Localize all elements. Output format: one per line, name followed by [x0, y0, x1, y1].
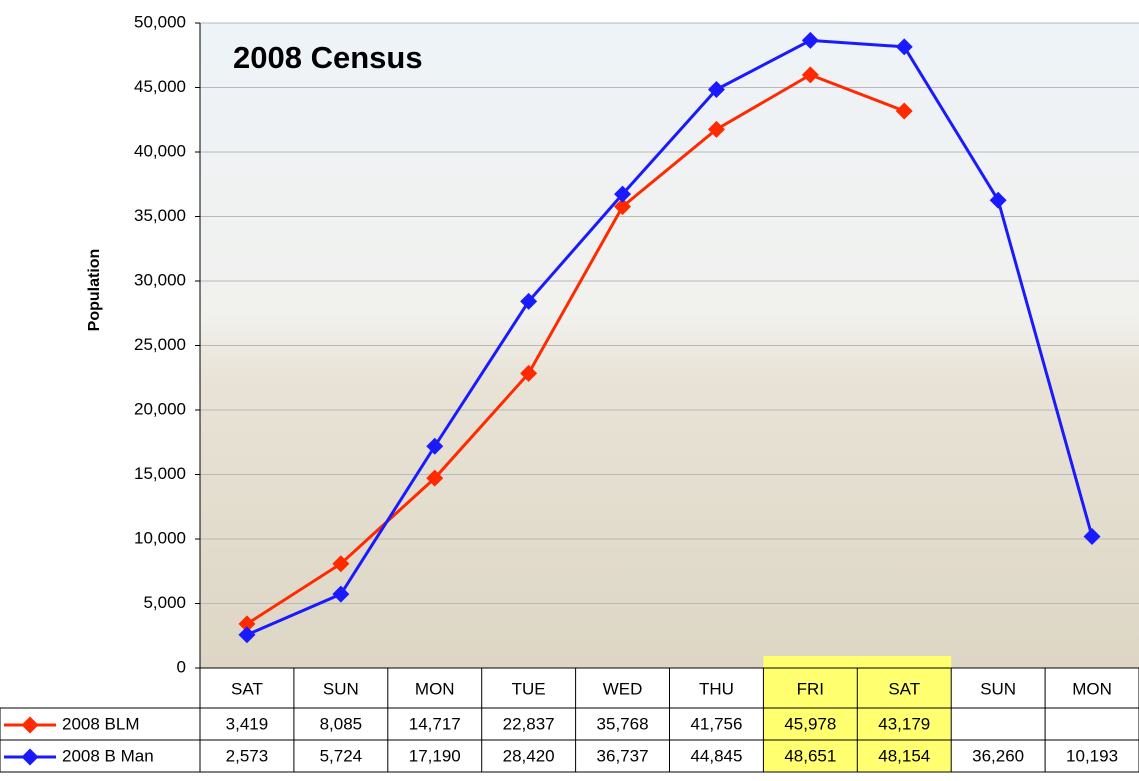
x-tick-label: SUN	[323, 679, 359, 698]
table-value: 36,260	[972, 746, 1024, 765]
y-tick-label: 10,000	[134, 528, 186, 547]
y-tick-label: 50,000	[134, 12, 186, 31]
x-tick-label: THU	[699, 679, 734, 698]
y-tick-label: 35,000	[134, 206, 186, 225]
table-value: 41,756	[690, 714, 742, 733]
y-axis-title: Population	[86, 249, 103, 332]
chart: 2008 Census Population 0 5,000 10,000 15,00…	[0, 0, 1139, 781]
chart-title: 2008 Census	[233, 40, 423, 75]
table-value: 45,978	[784, 714, 836, 733]
y-tick-label: 0	[177, 657, 186, 676]
table-value: 48,651	[784, 746, 836, 765]
y-tick-label: 30,000	[134, 270, 186, 289]
table-value: 2,573	[226, 746, 269, 765]
table-value: 17,190	[409, 746, 461, 765]
x-tick-label: MON	[415, 679, 455, 698]
x-tick-label: WED	[603, 679, 643, 698]
table-value: 44,845	[690, 746, 742, 765]
legend-marker	[22, 717, 39, 734]
x-tick-label: SAT	[888, 679, 920, 698]
x-tick-label: MON	[1072, 679, 1112, 698]
legend-marker	[22, 749, 39, 766]
table-value: 48,154	[878, 746, 930, 765]
table-value: 43,179	[878, 714, 930, 733]
x-tick-label: SAT	[231, 679, 263, 698]
y-tick-label: 5,000	[143, 593, 186, 612]
table-value: 8,085	[320, 714, 363, 733]
x-tick-label: SUN	[980, 679, 1016, 698]
table-value: 3,419	[226, 714, 269, 733]
legend-label: 2008 B Man	[62, 746, 154, 765]
table-value: 5,724	[320, 746, 363, 765]
y-tick-label: 20,000	[134, 399, 186, 418]
x-tick-label: FRI	[797, 679, 824, 698]
y-tick-label: 25,000	[134, 335, 186, 354]
y-tick-label: 45,000	[134, 77, 186, 96]
table-value: 22,837	[503, 714, 555, 733]
x-tick-label: TUE	[512, 679, 546, 698]
y-tick-label: 40,000	[134, 141, 186, 160]
table-value: 36,737	[597, 746, 649, 765]
table-value: 35,768	[597, 714, 649, 733]
table-value: 28,420	[503, 746, 555, 765]
legend-label: 2008 BLM	[62, 714, 140, 733]
table-value: 14,717	[409, 714, 461, 733]
table-value: 10,193	[1066, 746, 1118, 765]
y-tick-label: 15,000	[134, 464, 186, 483]
